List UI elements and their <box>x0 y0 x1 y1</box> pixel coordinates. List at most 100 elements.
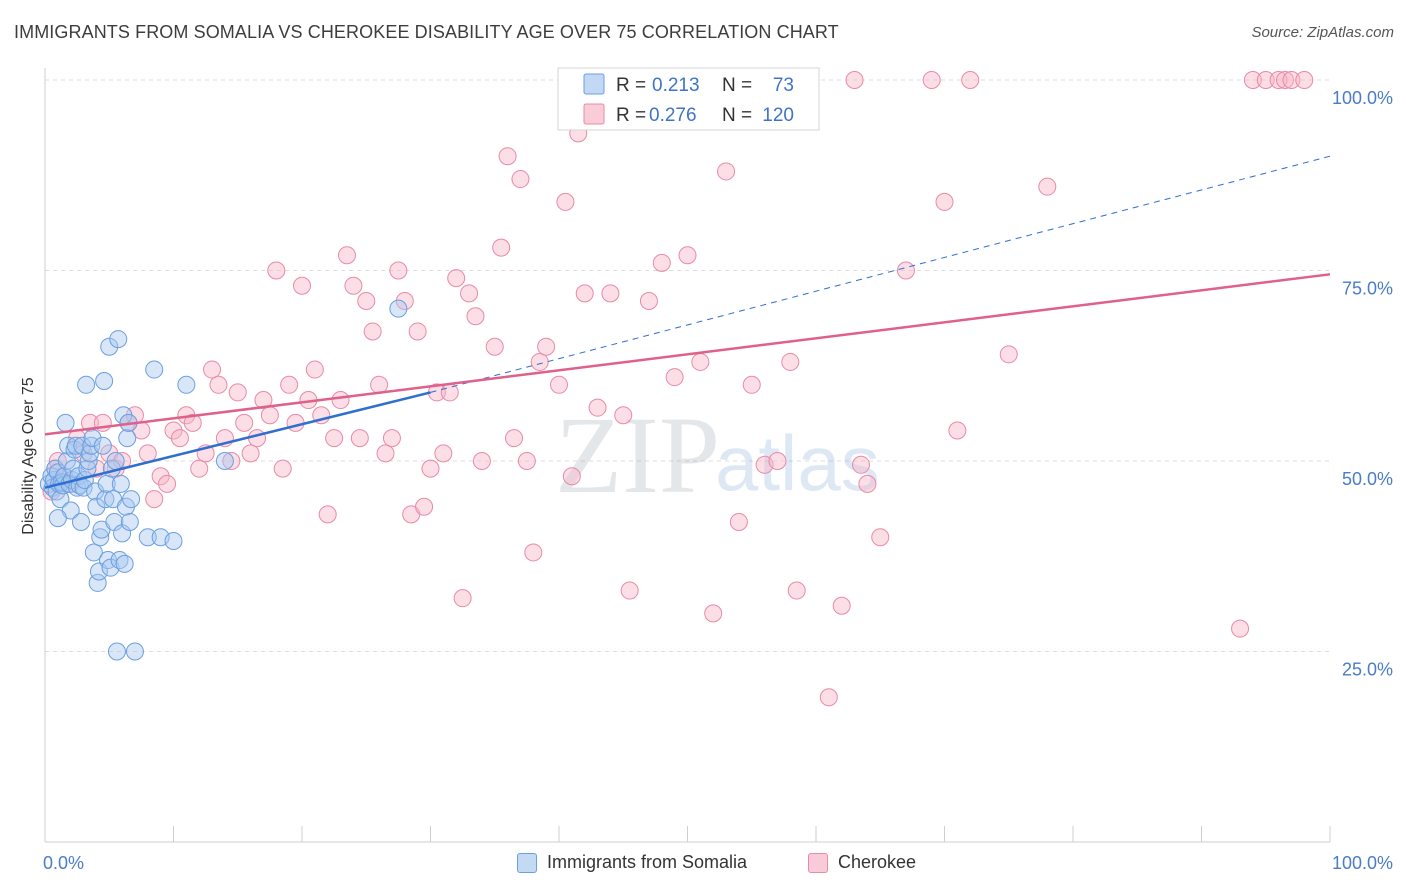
legend-stats: R = 0.213 N = 73 R = 0.276 N = 120 <box>557 67 820 131</box>
legend-item-cherokee[interactable]: Cherokee <box>808 852 916 873</box>
data-point <box>556 192 575 211</box>
data-point <box>517 452 536 470</box>
data-point <box>1038 177 1057 196</box>
legend-n-label-cherokee: N = <box>722 105 752 126</box>
trend-lines <box>44 155 1331 489</box>
chart-title: IMMIGRANTS FROM SOMALIA VS CHEROKEE DISA… <box>14 22 839 42</box>
data-point <box>101 558 120 577</box>
data-point <box>138 444 157 463</box>
data-point <box>575 284 594 303</box>
data-point <box>948 421 967 440</box>
data-point <box>453 589 472 608</box>
data-point <box>84 543 103 562</box>
legend-r-value-somalia: 0.213 <box>652 75 700 96</box>
data-point <box>248 429 267 448</box>
data-point <box>118 429 137 448</box>
y-tick-label: 75.0% <box>1342 279 1393 299</box>
data-point <box>151 467 170 486</box>
data-point <box>164 421 183 440</box>
data-point <box>466 307 485 326</box>
watermark-zip: ZIP <box>555 394 720 516</box>
y-tick-label: 25.0% <box>1342 660 1393 680</box>
data-point <box>95 371 114 390</box>
data-point <box>871 528 890 547</box>
data-point <box>91 528 110 547</box>
data-point <box>922 71 941 89</box>
data-point <box>183 413 202 432</box>
data-point <box>106 452 125 470</box>
cherokee-points <box>42 71 1314 707</box>
legend-label: Cherokee <box>838 852 917 872</box>
legend-swatch <box>517 852 537 873</box>
somalia-trend-extension <box>430 155 1331 393</box>
data-point <box>344 276 363 295</box>
x-tick-label: 100.0% <box>1332 853 1393 873</box>
data-point <box>389 261 408 280</box>
data-point <box>601 284 620 303</box>
data-point <box>79 452 98 470</box>
data-point <box>305 360 324 379</box>
data-point <box>66 436 85 455</box>
data-point <box>845 71 864 89</box>
data-point <box>505 429 524 448</box>
legend-n-value-cherokee: 120 <box>762 105 794 126</box>
axes <box>44 68 1331 843</box>
data-point <box>550 375 568 394</box>
data-point <box>1243 71 1262 89</box>
data-point <box>145 360 164 379</box>
data-point <box>56 413 75 432</box>
data-point <box>678 246 697 265</box>
legend-label: Immigrants from Somalia <box>547 852 748 872</box>
data-point <box>107 642 126 661</box>
legend-swatch-cherokee <box>583 103 605 125</box>
data-point <box>999 345 1018 364</box>
legend-r-label-somalia: R = <box>616 75 646 96</box>
data-point <box>562 467 581 486</box>
data-point <box>498 147 517 166</box>
data-point <box>421 459 440 478</box>
data-point <box>665 368 684 387</box>
data-point <box>209 375 228 394</box>
legend-n-value-somalia: 73 <box>773 75 794 96</box>
data-point <box>145 490 164 509</box>
data-point <box>460 284 479 303</box>
legend-swatch-somalia <box>583 73 605 95</box>
data-point <box>620 581 639 600</box>
data-point <box>228 383 247 402</box>
data-point <box>158 474 177 493</box>
data-point <box>530 352 549 371</box>
gridlines <box>45 79 1330 652</box>
somalia-trend-line <box>44 391 431 489</box>
data-point <box>1276 71 1295 89</box>
data-point <box>125 642 144 661</box>
data-point <box>111 474 130 493</box>
data-point <box>1269 71 1288 89</box>
data-point <box>318 505 337 524</box>
data-point <box>93 436 112 455</box>
legend-item-somalia[interactable]: Immigrants from Somalia <box>517 852 747 873</box>
data-point <box>170 429 189 448</box>
data-point <box>254 391 273 410</box>
data-point <box>120 512 139 531</box>
data-point <box>100 337 119 356</box>
data-point <box>832 596 851 615</box>
data-point <box>485 337 504 356</box>
data-point <box>177 375 196 394</box>
data-point <box>729 512 748 531</box>
data-point <box>376 444 395 463</box>
data-point <box>331 391 350 410</box>
somalia-points <box>39 299 408 661</box>
data-point <box>768 452 787 470</box>
data-point <box>447 269 466 288</box>
data-point <box>1256 71 1275 89</box>
cherokee-trend-line <box>44 273 1331 436</box>
data-point <box>357 291 376 310</box>
data-point <box>819 688 838 707</box>
data-point <box>440 383 459 402</box>
data-point <box>537 337 556 356</box>
data-point <box>164 532 183 551</box>
data-point <box>704 604 723 623</box>
data-point <box>71 512 90 531</box>
data-point <box>524 543 543 562</box>
